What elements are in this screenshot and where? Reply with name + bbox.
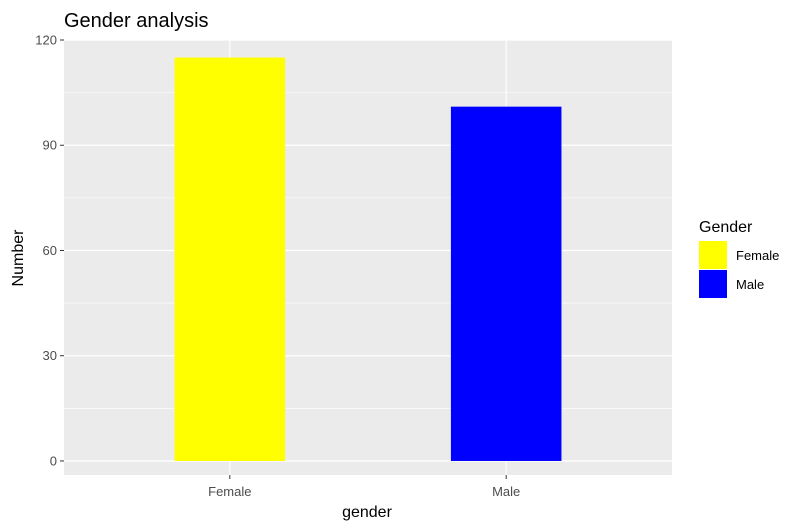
y-tick-label: 90 xyxy=(43,138,57,153)
x-axis-title: gender xyxy=(342,504,392,521)
legend-key-female xyxy=(699,241,727,269)
legend-key-male xyxy=(699,270,727,298)
y-tick-label: 30 xyxy=(43,348,57,363)
x-tick-label: Male xyxy=(492,484,520,499)
x-axis: Female Male xyxy=(208,475,520,499)
plot-panel xyxy=(64,40,672,475)
legend-label-female: Female xyxy=(736,248,779,263)
bar-female xyxy=(174,57,286,461)
legend-title: Gender xyxy=(699,219,753,236)
y-tick-label: 0 xyxy=(50,453,57,468)
y-axis-title: Number xyxy=(10,229,27,287)
chart-title: Gender analysis xyxy=(64,10,209,32)
legend: Gender Female Male xyxy=(699,219,779,298)
y-tick-label: 60 xyxy=(43,243,57,258)
bars xyxy=(174,57,562,461)
legend-label-male: Male xyxy=(736,277,764,292)
y-tick-label: 120 xyxy=(35,33,57,48)
x-tick-label: Female xyxy=(208,484,251,499)
y-axis: 0 30 60 90 120 xyxy=(35,33,64,468)
bar-male xyxy=(450,106,562,461)
